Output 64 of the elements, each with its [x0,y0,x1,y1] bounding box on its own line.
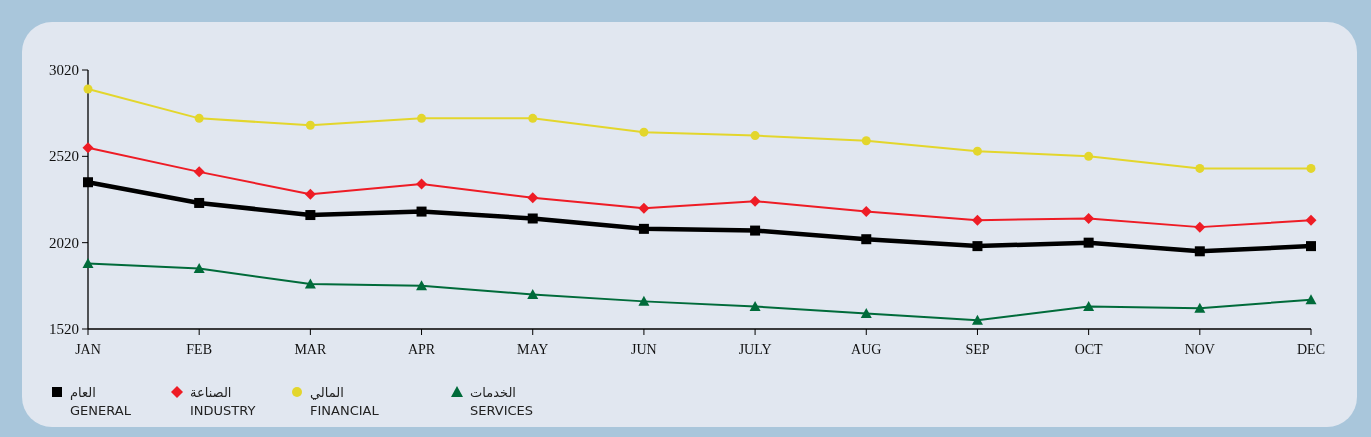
point [861,234,872,245]
point [1306,163,1316,173]
point [971,314,983,325]
point [527,288,539,299]
point [416,178,428,190]
point [638,295,650,306]
point [1305,214,1317,226]
y-tick-label: 1520 [49,321,79,337]
point [750,225,761,236]
point [1194,221,1206,233]
x-tick-label: MAR [294,342,327,357]
point [417,113,427,123]
y-tick-label: 3020 [49,62,79,78]
point [416,206,427,217]
y-tick-label: 2520 [49,148,79,165]
point [1083,212,1095,224]
point [194,113,204,123]
point [749,301,761,312]
point [1194,302,1206,313]
x-tick-label: OCT [1074,342,1104,357]
point [305,210,316,221]
x-tick-label: SEP [965,342,990,357]
point [972,241,983,252]
point [83,177,93,188]
x-tick-label: APR [407,342,436,357]
point [638,202,650,214]
point [638,223,649,234]
x-tick-label: DEC [1297,342,1325,357]
point [1194,246,1205,257]
point [971,214,983,226]
point [1084,151,1094,161]
point [861,136,871,146]
point [1305,294,1317,305]
point [82,142,94,154]
point [528,113,538,123]
point [193,263,205,274]
point [1306,241,1316,252]
point [416,280,428,291]
point [304,278,316,289]
x-tick-label: AUG [851,342,882,357]
x-tick-label: FEB [186,342,213,357]
point [860,307,872,318]
point [527,192,539,204]
point [305,120,315,130]
point [82,257,94,268]
y-tick-label: 2020 [49,234,79,251]
x-tick-label: JUN [631,342,657,357]
point [750,131,760,141]
point [527,213,538,224]
point [194,197,205,208]
x-tick-label: JAN [75,342,101,357]
point [860,206,872,218]
x-tick-label: MAY [517,342,549,357]
point [83,84,93,94]
point [193,166,205,178]
point [1195,163,1205,173]
point [972,146,982,156]
x-tick-label: NOV [1184,342,1215,357]
point [1083,301,1095,312]
x-tick-label: JULY [738,342,772,357]
point [304,188,316,200]
point [749,195,761,207]
point [1083,237,1094,248]
point [639,127,649,137]
